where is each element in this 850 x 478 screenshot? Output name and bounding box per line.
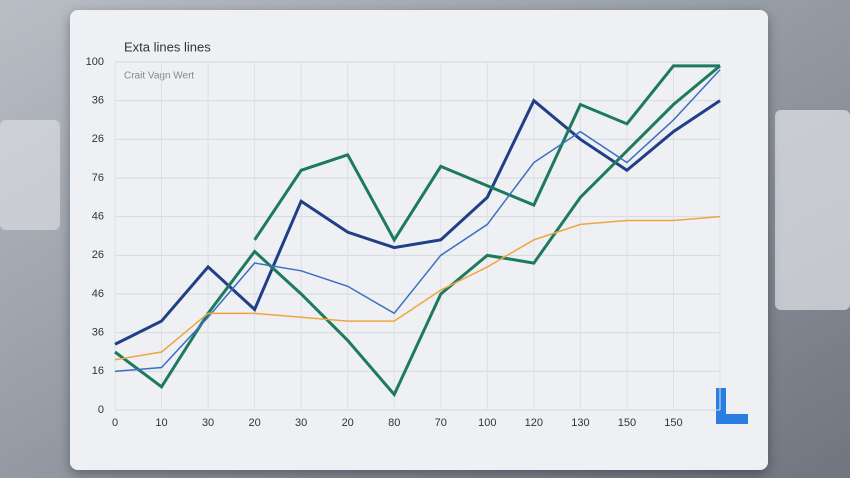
y-tick-label: 16: [92, 365, 104, 377]
x-tick-label: 30: [295, 417, 307, 429]
x-tick-label: 20: [342, 417, 354, 429]
x-tick-label: 150: [618, 417, 636, 429]
y-tick-label: 46: [92, 211, 104, 223]
series-line: [114, 215, 721, 361]
backdrop-panel: [775, 110, 850, 310]
y-tick-label: 46: [92, 288, 104, 300]
chart-subtitle: Crait Vagn Wert: [124, 71, 194, 82]
x-tick-label: 30: [202, 417, 214, 429]
series-line: [253, 64, 720, 243]
x-tick-label: 10: [155, 417, 167, 429]
x-tick-label: 100: [478, 417, 496, 429]
series-line: [114, 98, 721, 346]
y-tick-label: 76: [92, 172, 104, 184]
y-tick-label: 36: [92, 95, 104, 107]
series-line: [114, 64, 721, 398]
card: [70, 10, 768, 470]
backdrop-panel: [0, 120, 60, 230]
x-tick-label: 20: [248, 417, 260, 429]
y-tick-label: 26: [92, 133, 104, 145]
x-tick-label: 0: [112, 417, 118, 429]
logo: [716, 388, 748, 424]
x-tick-label: 130: [571, 417, 589, 429]
y-tick-label: 26: [92, 249, 104, 261]
plot: 0 16 36 46 26 46 76 26 36 100 0 10 30 20 30 20 80 70 100 12…: [86, 56, 721, 429]
y-tick-label: 0: [98, 404, 104, 416]
x-tick-label: 150: [664, 417, 682, 429]
series-line: [114, 69, 721, 373]
chart-title: Exta lines lines: [124, 39, 211, 54]
x-tick-label: 120: [525, 417, 543, 429]
y-tick-label: 36: [92, 327, 104, 339]
x-tick-label: 70: [435, 417, 447, 429]
x-tick-label: 80: [388, 417, 400, 429]
y-tick-label: 100: [86, 56, 104, 68]
